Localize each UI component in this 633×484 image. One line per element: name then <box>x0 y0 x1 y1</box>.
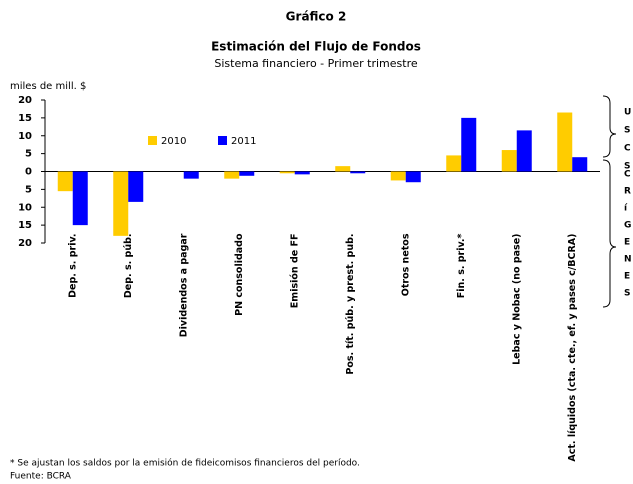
brace <box>602 159 617 308</box>
y-tick-label: 10 <box>18 131 32 142</box>
bar <box>501 150 517 172</box>
x-tick-label: Dep. s. priv. <box>67 234 78 298</box>
side-fragment: U <box>624 108 631 118</box>
y-tick-label: 15 <box>18 220 32 231</box>
x-tick-label: Dividendos a pagar <box>178 233 189 337</box>
side-fragment: S <box>624 162 630 172</box>
x-tick-label: Pos. tít. púb. y prest. pub. <box>345 234 356 375</box>
x-tick-label: Dep. s. púb. <box>123 234 134 299</box>
legend-swatch <box>148 136 157 145</box>
bar <box>350 171 366 174</box>
chart-title: Estimación del Flujo de Fondos <box>211 40 421 54</box>
side-fragment: C <box>624 170 631 180</box>
bar <box>183 171 199 179</box>
y-tick-label: 5 <box>25 184 32 195</box>
brace <box>602 95 617 158</box>
side-fragment: E <box>624 272 630 282</box>
y-tick-label: 20 <box>18 238 32 249</box>
bar <box>294 171 310 175</box>
y-axis-label: miles de mill. $ <box>10 81 86 92</box>
side-fragment: C <box>624 144 631 154</box>
bar <box>239 171 255 176</box>
side-fragment: R <box>624 187 631 197</box>
bar <box>57 171 73 192</box>
x-tick-label: Emisión de FF <box>289 234 300 309</box>
legend-label: 2010 <box>161 136 186 147</box>
y-tick-label: 5 <box>25 149 32 160</box>
source: Fuente: BCRA <box>10 472 72 482</box>
x-tick-label: Fin. s. priv.* <box>456 233 467 298</box>
chart-subtitle: Sistema financiero - Primer trimestre <box>214 57 417 70</box>
bar <box>461 117 477 172</box>
legend-swatch <box>218 136 227 145</box>
y-tick-label: 15 <box>18 113 32 124</box>
chart-heading: Gráfico 2 <box>286 10 347 24</box>
bar <box>72 171 88 226</box>
x-tick-label: Otros netos <box>400 233 411 296</box>
side-fragment: S <box>624 289 630 299</box>
bar <box>557 112 573 172</box>
side-fragment: S <box>624 126 630 136</box>
x-tick-label: PN consolidado <box>234 233 245 316</box>
bar <box>572 157 588 172</box>
bar <box>516 130 532 172</box>
side-fragment: í <box>624 204 628 214</box>
side-fragment: N <box>624 255 632 265</box>
y-tick-label: 10 <box>18 202 32 213</box>
x-tick-label: Lebac y Nobac (no pase) <box>511 234 522 365</box>
bar <box>446 155 462 172</box>
bar <box>335 166 351 172</box>
bar <box>405 171 421 183</box>
legend-label: 2011 <box>231 136 256 147</box>
side-fragment: E <box>624 238 630 248</box>
bar <box>113 171 129 236</box>
bar <box>279 171 295 174</box>
side-fragment: G <box>624 221 631 231</box>
bar <box>224 171 240 179</box>
y-tick-label: 20 <box>18 95 32 106</box>
bar <box>390 171 406 181</box>
y-tick-label: 0 <box>25 167 32 178</box>
footnote: * Se ajustan los saldos por la emisión d… <box>10 458 360 469</box>
x-tick-label: Act. líquidos (cta. cte., ef. y pases c/… <box>567 234 578 462</box>
bar <box>128 171 144 202</box>
